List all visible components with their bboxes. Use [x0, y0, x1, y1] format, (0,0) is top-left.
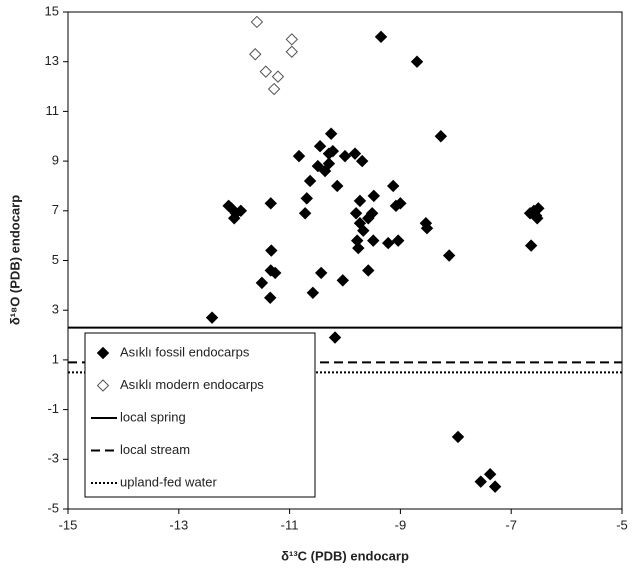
point: [314, 266, 328, 280]
point: [355, 154, 369, 168]
y-tick-label: 7: [52, 202, 59, 217]
x-tick-label: -13: [169, 517, 188, 532]
point: [386, 179, 400, 193]
legend-label: Asıklı fossil endocarps: [120, 344, 250, 359]
point: [348, 147, 362, 160]
point: [367, 234, 380, 247]
point: [367, 189, 381, 203]
legend-label: upland-fed water: [120, 474, 218, 489]
point: [410, 55, 424, 68]
legend-marker: [96, 346, 110, 360]
y-tick-label: 3: [52, 302, 59, 317]
y-tick-label: 13: [45, 53, 59, 68]
y-tick-label: 9: [52, 153, 59, 168]
point: [265, 244, 278, 257]
point: [227, 212, 241, 225]
x-axis-title: δ¹³C (PDB) endocarp: [281, 548, 409, 563]
y-tick-label: -1: [47, 401, 59, 416]
y-tick-label: -3: [47, 451, 59, 466]
point: [298, 207, 312, 220]
point: [442, 249, 456, 262]
legend-box: [84, 332, 316, 498]
point: [488, 480, 502, 493]
y-tick-label: 11: [46, 103, 60, 118]
point: [264, 197, 277, 210]
legend-label: local stream: [120, 442, 190, 457]
point: [311, 159, 325, 173]
y-tick-label: 15: [45, 3, 59, 18]
point: [336, 274, 349, 287]
x-tick-label: -15: [59, 517, 78, 532]
point: [322, 157, 336, 170]
point: [303, 174, 317, 188]
point: [292, 149, 306, 163]
point: [259, 65, 272, 78]
x-tick-label: -7: [505, 517, 517, 532]
point: [250, 15, 264, 29]
point: [328, 331, 342, 344]
y-tick-label: 1: [52, 351, 59, 366]
x-tick-label: -5: [616, 517, 628, 532]
point: [420, 221, 434, 235]
point: [234, 204, 248, 218]
y-axis-title: δ¹⁸O (PDB) endocarp: [7, 195, 22, 325]
point: [249, 48, 262, 61]
point: [255, 276, 269, 290]
legend-marker: [96, 379, 110, 392]
point: [264, 291, 277, 304]
point: [365, 207, 379, 220]
point: [451, 430, 465, 444]
point: [300, 192, 313, 205]
point: [474, 475, 487, 488]
x-tick-label: -11: [281, 517, 299, 532]
point: [353, 194, 367, 208]
point: [338, 149, 352, 163]
point: [205, 311, 219, 324]
point: [382, 236, 395, 250]
point: [349, 207, 363, 220]
point: [267, 82, 281, 96]
point: [374, 30, 388, 44]
point: [268, 266, 282, 280]
point: [524, 239, 538, 252]
point: [285, 45, 299, 58]
point: [362, 264, 375, 277]
point: [326, 144, 340, 158]
point: [352, 241, 365, 255]
point: [313, 139, 327, 153]
point: [483, 468, 497, 481]
y-tick-label: -5: [47, 500, 59, 515]
point: [434, 130, 448, 143]
legend-label: local spring: [120, 409, 186, 424]
point: [357, 224, 370, 237]
point: [394, 197, 407, 210]
point: [391, 234, 405, 247]
point: [271, 70, 285, 83]
point: [331, 179, 344, 193]
legend-label: Asıklı modern endocarps: [120, 377, 264, 392]
point: [306, 286, 320, 300]
x-tick-label: -9: [395, 517, 407, 532]
point: [531, 212, 544, 225]
point: [324, 127, 338, 140]
y-tick-label: 5: [52, 252, 59, 267]
point: [285, 33, 299, 46]
